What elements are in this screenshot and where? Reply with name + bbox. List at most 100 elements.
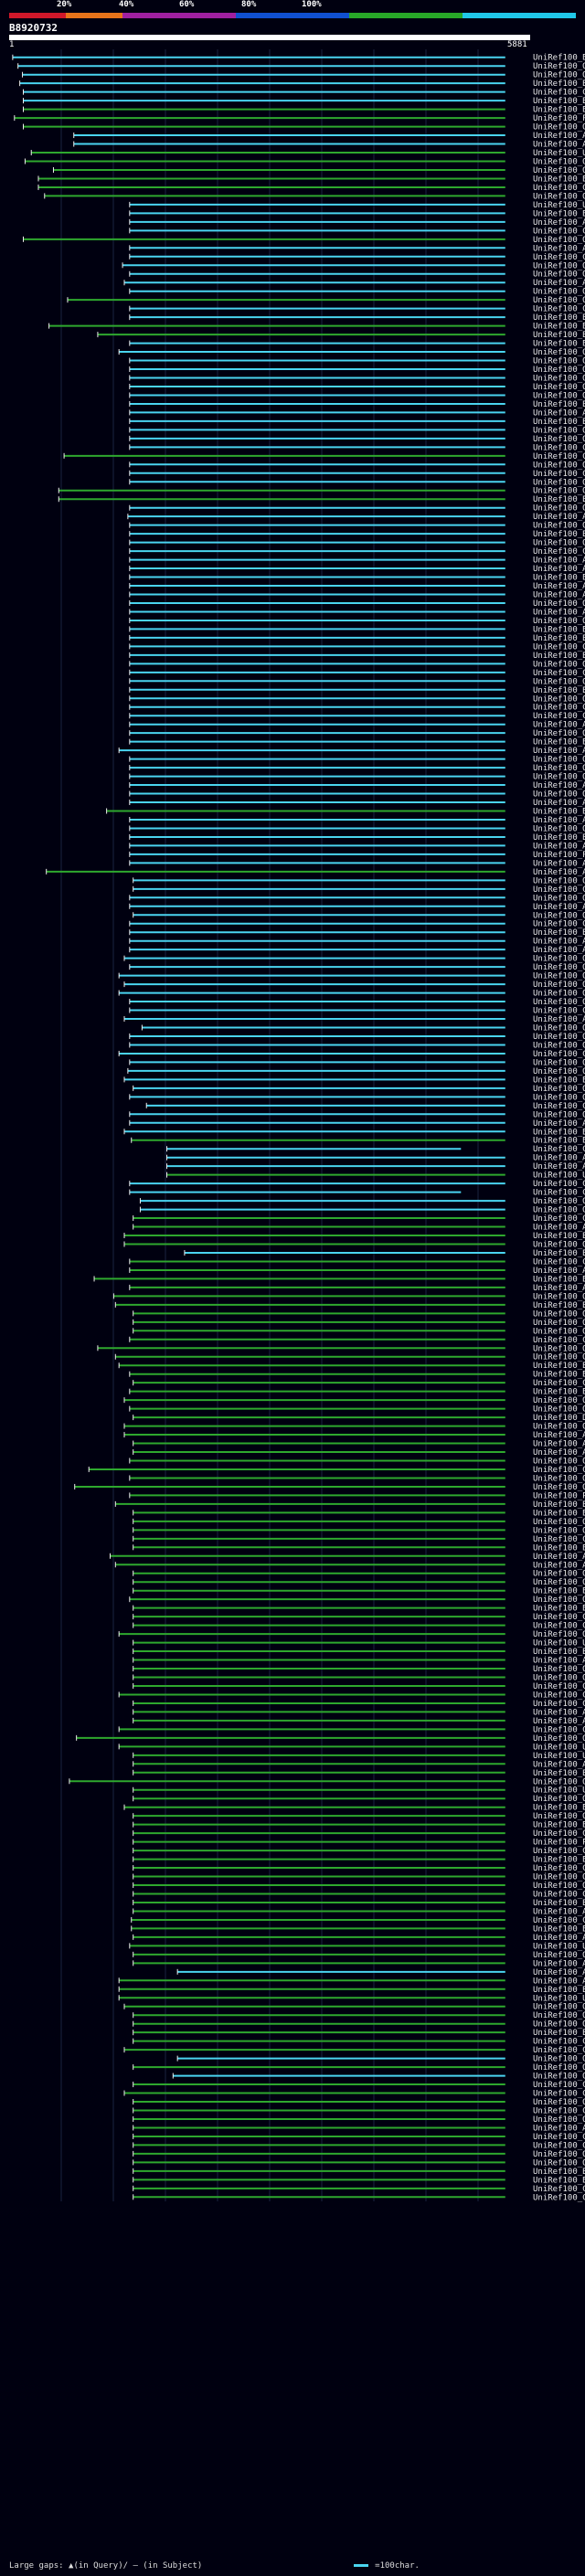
- hit-row[interactable]: UniRef100_A4H3B6: [166, 1154, 585, 1163]
- hit-label[interactable]: UniRef100_Q4W069: [533, 972, 585, 981]
- hit-row[interactable]: UniRef100_A6TI51: [123, 1431, 585, 1440]
- hit-row[interactable]: UniRef100_B7GJH2: [133, 1821, 585, 1830]
- hit-label[interactable]: UniRef100_C4ZSG1: [533, 2193, 585, 2202]
- hit-label[interactable]: UniRef100_Q5VHN7: [533, 478, 585, 487]
- hit-label[interactable]: UniRef100_Q5KHH6: [533, 1483, 585, 1492]
- hit-label[interactable]: UniRef100_Q8G9A6: [533, 1197, 585, 1206]
- hit-row[interactable]: UniRef100_UPI000...: [133, 1639, 585, 1648]
- hit-row[interactable]: UniRef100_Q56VS3: [129, 998, 585, 1007]
- hit-label[interactable]: UniRef100_B6WWF7: [533, 1648, 585, 1657]
- hit-label[interactable]: UniRef100_B4BMP1: [533, 1587, 585, 1596]
- hit-label[interactable]: UniRef100_B4FRF0: [533, 313, 585, 323]
- hit-label[interactable]: UniRef100_A7R3E8: [533, 1717, 585, 1726]
- hit-label[interactable]: UniRef100_Q8ZYQ2: [533, 1423, 585, 1432]
- hit-row[interactable]: UniRef100_Q4Q9B3: [114, 1353, 585, 1362]
- hit-label[interactable]: UniRef100_B9RG86: [533, 574, 585, 583]
- hit-label[interactable]: UniRef100_Q4W922: [533, 790, 585, 800]
- hit-label[interactable]: UniRef100_B0FT20: [533, 738, 585, 747]
- hit-row[interactable]: UniRef100_B9A5V0: [129, 418, 585, 427]
- hit-row[interactable]: UniRef100_Q1Q145: [133, 2020, 585, 2030]
- hit-row[interactable]: UniRef100_UPI000...: [129, 1942, 585, 1951]
- hit-row[interactable]: UniRef100_Q03YW6: [133, 2115, 585, 2125]
- hit-row[interactable]: UniRef100_UPI000...: [129, 201, 585, 210]
- hit-label[interactable]: UniRef100_UPI000...: [533, 1786, 585, 1796]
- hit-label[interactable]: UniRef100_A2YK34: [533, 218, 585, 228]
- hit-row[interactable]: UniRef100_Q9FQ20: [129, 894, 585, 903]
- hit-row[interactable]: UniRef100_Q6UQ05: [129, 435, 585, 444]
- hit-row[interactable]: UniRef100_B9GUT6: [129, 634, 585, 643]
- hit-row[interactable]: UniRef100_Q7QU04: [129, 504, 585, 514]
- hit-row[interactable]: UniRef100_B0FW08: [131, 1924, 585, 1934]
- hit-label[interactable]: UniRef100_B4R8V4: [533, 2168, 585, 2177]
- hit-label[interactable]: UniRef100_B7GJH2: [533, 1821, 585, 1830]
- hit-row[interactable]: UniRef100_A9NN08: [46, 868, 585, 877]
- hit-label[interactable]: UniRef100_Q03YW6: [533, 2115, 585, 2125]
- hit-label[interactable]: UniRef100_B6SXK1: [533, 331, 585, 340]
- hit-label[interactable]: UniRef100_Q8S4Y9: [533, 236, 585, 245]
- hit-label[interactable]: UniRef100_Q1EYX1: [533, 1734, 585, 1744]
- hit-label[interactable]: UniRef100_Q4DJ86: [533, 1396, 585, 1405]
- hit-row[interactable]: UniRef100_B9HH74: [129, 652, 585, 661]
- hit-row[interactable]: UniRef100_Q8G9A6: [139, 1197, 585, 1206]
- hit-row[interactable]: UniRef100_UPI000...: [133, 1786, 585, 1796]
- hit-label[interactable]: UniRef100_B7FGT3: [533, 80, 585, 89]
- hit-label[interactable]: UniRef100_B9K5K9: [533, 1543, 585, 1553]
- hit-label[interactable]: UniRef100_C5Z2R4: [533, 669, 585, 678]
- hit-label[interactable]: UniRef100_Q7VPV2: [533, 1518, 585, 1527]
- hit-label[interactable]: UniRef100_P52032: [533, 114, 585, 123]
- hit-label[interactable]: UniRef100_C6SY48: [533, 712, 585, 721]
- hit-label[interactable]: UniRef100_B9RNU5: [533, 97, 585, 106]
- hit-row[interactable]: UniRef100_Q4DEJ6: [123, 1241, 585, 1250]
- hit-label[interactable]: UniRef100_Q7YYM2: [533, 1526, 585, 1535]
- hit-row[interactable]: UniRef100_Q6B3J2: [122, 261, 585, 270]
- hit-row[interactable]: UniRef100_B9MIV7: [48, 323, 585, 332]
- hit-label[interactable]: UniRef100_B9IL74: [533, 1249, 585, 1258]
- hit-row[interactable]: UniRef100_Q2J968: [141, 1024, 585, 1034]
- hit-row[interactable]: UniRef100_A6WNR8: [133, 1448, 585, 1458]
- hit-row[interactable]: UniRef100_A7R3E8: [133, 1717, 585, 1726]
- hit-label[interactable]: UniRef100_B9VF96: [533, 1362, 585, 1371]
- hit-label[interactable]: UniRef100_C3GZ16: [533, 1622, 585, 1631]
- hit-label[interactable]: UniRef100_Q0T5N7: [533, 1665, 585, 1674]
- hit-label[interactable]: UniRef100_Q8L3S0: [533, 1085, 585, 1094]
- hit-row[interactable]: UniRef100_A2YK34: [129, 218, 585, 228]
- hit-row[interactable]: UniRef100_C4LU11: [133, 2107, 585, 2116]
- hit-row[interactable]: UniRef100_Q22859: [123, 981, 585, 990]
- hit-row[interactable]: UniRef100_C6WWM7: [133, 1535, 585, 1544]
- hit-row[interactable]: UniRef100_C2C1M9: [133, 2081, 585, 2090]
- hit-row[interactable]: UniRef100_O49646: [129, 288, 585, 297]
- hit-label[interactable]: UniRef100_B1APT1: [533, 1769, 585, 1778]
- hit-row[interactable]: UniRef100_C3HSU1: [133, 1829, 585, 1839]
- hit-label[interactable]: UniRef100_Q6AFV7: [533, 1630, 585, 1639]
- hit-label[interactable]: UniRef100_A4HETO: [533, 1224, 585, 1233]
- hit-row[interactable]: UniRef100_Q47H35: [133, 2158, 585, 2168]
- hit-label[interactable]: UniRef100_A9NN08: [533, 868, 585, 877]
- hit-row[interactable]: UniRef100_Q5XHJ5: [112, 1292, 585, 1301]
- hit-label[interactable]: UniRef100_Q7BBE2: [533, 1309, 585, 1319]
- hit-label[interactable]: UniRef100_C6SZK3: [533, 443, 585, 452]
- hit-label[interactable]: UniRef100_A5I1Z7: [533, 408, 585, 418]
- hit-row[interactable]: UniRef100_C7RHS3: [133, 2185, 585, 2194]
- hit-row[interactable]: UniRef100_Q24296: [22, 71, 585, 80]
- hit-row[interactable]: UniRef100_P74259: [129, 1491, 585, 1500]
- hit-row[interactable]: UniRef100_C2A1G5: [118, 1725, 585, 1734]
- hit-row[interactable]: UniRef100_C6T3V3: [145, 1102, 585, 1111]
- hit-row[interactable]: UniRef100_B4WF39: [133, 1856, 585, 1865]
- hit-row[interactable]: UniRef100_Q5KZ16: [133, 1578, 585, 1587]
- hit-label[interactable]: UniRef100_C6WTW0: [533, 1916, 585, 1925]
- hit-row[interactable]: UniRef100_B6WWF7: [133, 1648, 585, 1657]
- hit-row[interactable]: UniRef100_B4CNX6: [133, 1509, 585, 1518]
- hit-row[interactable]: UniRef100_C3YVL8: [133, 1864, 585, 1873]
- hit-label[interactable]: UniRef100_Q8LTN2: [533, 1033, 585, 1042]
- hit-label[interactable]: UniRef100_C7BFS2: [533, 1682, 585, 1691]
- hit-row[interactable]: UniRef100_UPI000...: [166, 1171, 585, 1181]
- hit-row[interactable]: UniRef100_Q4W922: [129, 790, 585, 800]
- hit-row[interactable]: UniRef100_B4WZ14: [93, 1275, 585, 1284]
- hit-row[interactable]: UniRef100_A9TRF0: [129, 1119, 585, 1129]
- hit-row[interactable]: UniRef100_Q8H259: [129, 461, 585, 470]
- hit-row[interactable]: UniRef100_A2Q822: [123, 279, 585, 288]
- hit-label[interactable]: UniRef100_Q10L56: [533, 1058, 585, 1067]
- hit-row[interactable]: UniRef100_C7BFS2: [133, 1682, 585, 1691]
- hit-label[interactable]: UniRef100_Q6APF3: [533, 2003, 585, 2012]
- hit-label[interactable]: UniRef100_UPI000...: [533, 1171, 585, 1181]
